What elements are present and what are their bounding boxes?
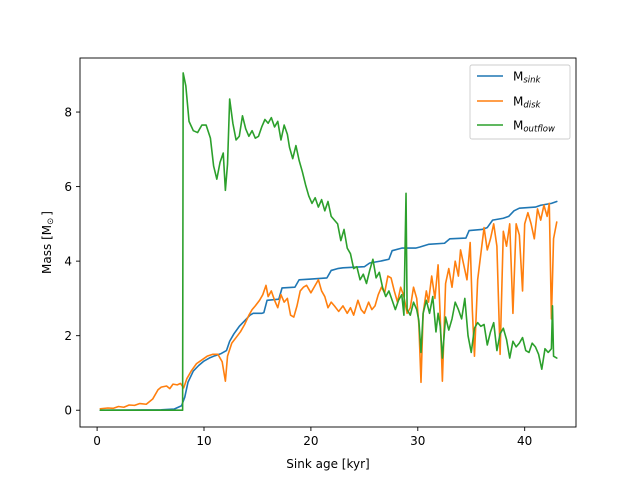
series-layer — [99, 72, 558, 412]
plot-frame — [79, 57, 577, 428]
legend-label-disk: Mdisk — [513, 95, 542, 111]
series-line-disk — [99, 202, 558, 410]
y-axis-title-close: ] — [40, 211, 54, 216]
series-line-sink — [99, 200, 558, 412]
x-axis-title: Sink age [kyr] — [286, 457, 369, 471]
legend-label-outflow: Moutflow — [513, 119, 555, 135]
y-tick-label: 8 — [64, 106, 72, 120]
x-axis: 0 10 20 30 40 — [93, 427, 532, 448]
y-axis: 0 2 4 6 8 — [64, 106, 80, 418]
series-line-outflow — [99, 72, 558, 412]
y-tick-label: 6 — [64, 180, 72, 194]
legend-label-sink: Msink — [513, 70, 542, 86]
x-tick-label: 20 — [303, 434, 318, 448]
legend-box — [469, 64, 571, 140]
legend: Msink Mdisk Moutflow — [469, 64, 571, 140]
y-axis-title-main: Mass [M — [40, 225, 54, 274]
y-tick-label: 0 — [64, 404, 72, 418]
x-tick-label: 30 — [410, 434, 425, 448]
x-tick-label: 10 — [196, 434, 211, 448]
y-axis-title-sub: ⊙ — [46, 218, 56, 225]
y-tick-label: 2 — [64, 329, 72, 343]
y-axis-title: Mass [M⊙] — [40, 211, 56, 274]
x-tick-label: 0 — [93, 434, 101, 448]
x-tick-label: 40 — [517, 434, 532, 448]
y-tick-label: 4 — [64, 255, 72, 269]
